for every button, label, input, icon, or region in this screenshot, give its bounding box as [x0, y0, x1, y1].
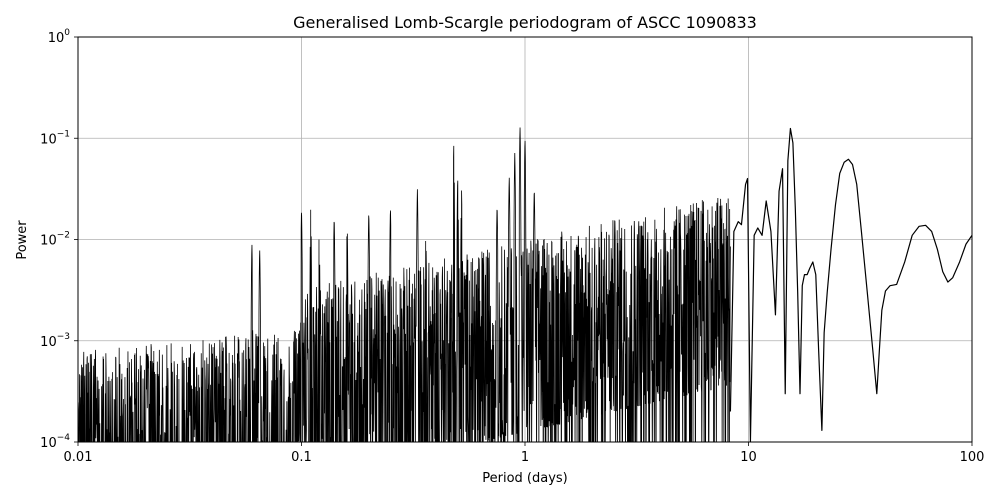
x-tick-label: 100	[960, 450, 985, 465]
y-axis: 10−4 10−3 10−2 10−1 100	[40, 28, 78, 451]
x-tick-label: 0.1	[291, 450, 312, 465]
series-line-0	[729, 127, 972, 442]
x-axis-label: Period (days)	[482, 471, 568, 486]
chart-title: Generalised Lomb-Scargle periodogram of …	[293, 13, 757, 32]
y-tick-label: 100	[48, 28, 71, 46]
x-tick-label: 1	[521, 450, 529, 465]
grid-lines	[78, 37, 972, 442]
y-tick-label: 10−4	[40, 433, 70, 451]
x-tick-label: 10	[740, 450, 757, 465]
x-tick-label: 0.01	[64, 450, 93, 465]
x-axis: 0.01 0.1 1 10 100	[64, 442, 985, 465]
y-tick-label: 10−3	[40, 332, 70, 350]
y-axis-label: Power	[15, 220, 30, 260]
series-layer	[78, 127, 972, 442]
y-tick-label: 10−2	[40, 231, 70, 249]
dense-periodogram-trace	[78, 127, 731, 442]
y-tick-label: 10−1	[40, 129, 70, 147]
